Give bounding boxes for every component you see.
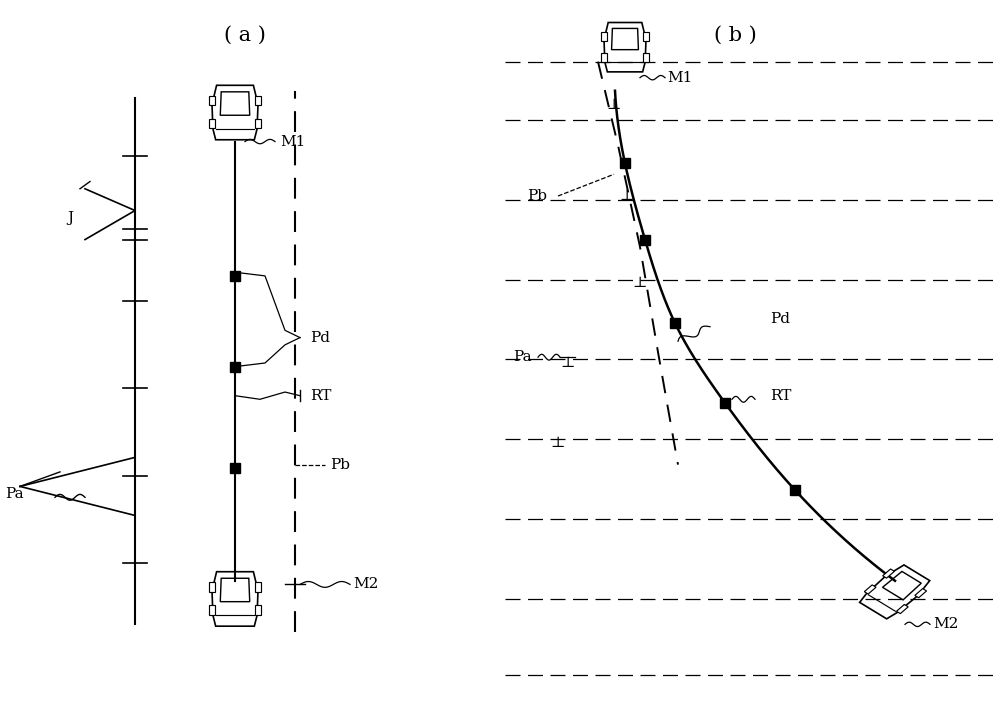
Text: Pd: Pd [310,330,330,345]
Polygon shape [643,52,649,62]
Text: J: J [67,211,73,225]
Text: ( a ): ( a ) [224,25,266,44]
Text: M2: M2 [353,577,378,592]
Polygon shape [209,118,215,129]
Polygon shape [255,118,261,129]
Text: RT: RT [310,388,331,403]
Text: ( b ): ( b ) [714,25,756,44]
Text: Pb: Pb [330,457,350,472]
Polygon shape [601,52,607,62]
Polygon shape [883,569,894,578]
Polygon shape [255,96,261,105]
Text: ⊥: ⊥ [551,436,565,450]
Text: Pa: Pa [5,486,24,501]
Text: ⊥: ⊥ [633,276,647,290]
Text: Pd: Pd [770,312,790,327]
Text: RT: RT [770,388,791,403]
Polygon shape [255,582,261,592]
Text: ⊥: ⊥ [561,356,575,370]
Text: ⊥: ⊥ [620,189,634,203]
Polygon shape [643,32,649,41]
Text: M1: M1 [280,134,305,149]
Text: ⊥: ⊥ [607,98,621,113]
Polygon shape [209,605,215,615]
Text: Pb: Pb [527,189,547,203]
Polygon shape [864,585,876,594]
Polygon shape [601,32,607,41]
Text: Pa: Pa [513,350,532,364]
Text: M2: M2 [933,617,958,632]
Polygon shape [255,605,261,615]
Text: M1: M1 [667,70,692,85]
Polygon shape [209,96,215,105]
Polygon shape [915,589,927,597]
Polygon shape [896,605,908,613]
Polygon shape [209,582,215,592]
